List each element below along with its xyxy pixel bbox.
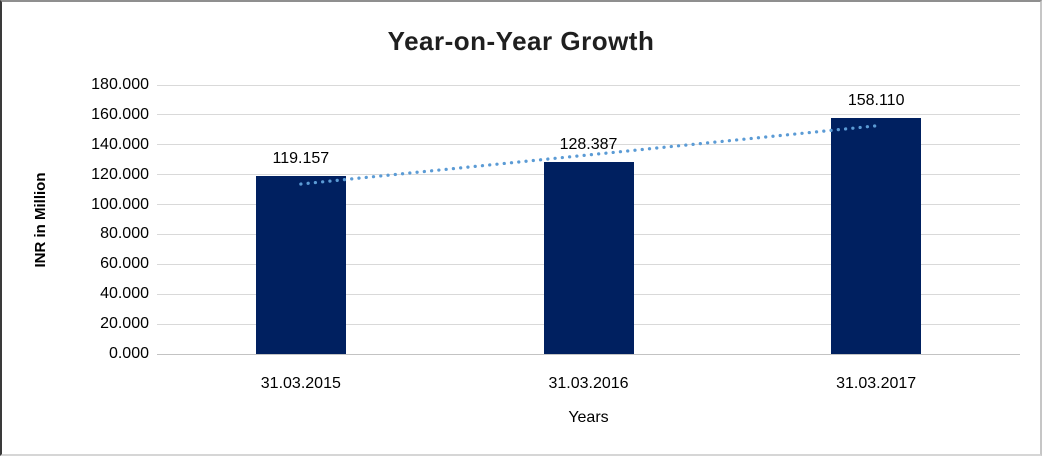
gridline	[157, 114, 1020, 116]
y-axis-title-text: INR in Million	[32, 172, 49, 267]
y-tick-label: 100.000	[91, 195, 149, 213]
chart-title: Year-on-Year Growth	[387, 26, 655, 56]
bar-31.03.2017	[831, 117, 922, 354]
y-tick-label: 140.000	[91, 135, 149, 153]
y-tick-label: 60.000	[100, 255, 149, 273]
x-tick-label: 31.03.2016	[548, 375, 629, 392]
y-tick-label: 80.000	[100, 225, 149, 243]
x-tick-label: 31.03.2015	[260, 375, 341, 392]
y-tick-label: 160.000	[91, 105, 149, 123]
data-label: 119.157	[272, 149, 330, 167]
y-tick-label: 120.000	[91, 165, 149, 183]
data-label: 128.387	[559, 136, 618, 154]
x-axis-line	[157, 353, 1020, 355]
y-tick-label: 20.000	[100, 315, 149, 333]
bar-31.03.2016	[543, 162, 634, 354]
y-tick-label: 0.000	[108, 345, 149, 362]
bar-31.03.2015	[255, 175, 346, 354]
x-tick-label: 31.03.2017	[836, 375, 917, 392]
data-label: 158.110	[847, 91, 905, 109]
y-tick-label: 40.000	[100, 285, 149, 303]
gridline	[157, 84, 1020, 86]
y-tick-label: 180.000	[91, 76, 149, 93]
x-axis-title: Years	[568, 409, 609, 426]
